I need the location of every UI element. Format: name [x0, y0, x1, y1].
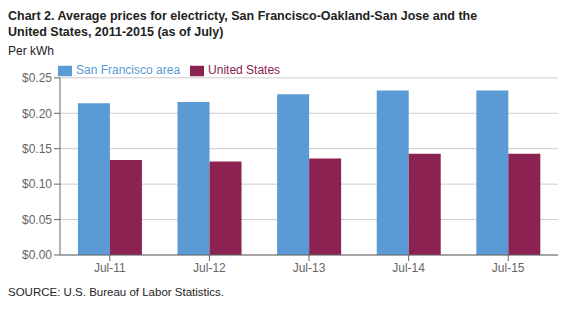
- html-text:United States, 2011-2015 (as o: United States, 2011-2015 (as of July): [8, 25, 224, 39]
- svg-text:Jul-13: Jul-13: [293, 261, 326, 275]
- html-text:United States: United States: [208, 63, 281, 77]
- svg-text:$0.00: $0.00: [22, 248, 52, 262]
- svg-text:$0.05: $0.05: [22, 213, 52, 227]
- svg-text:Jul-11: Jul-11: [94, 261, 126, 275]
- html-text:Per kWh: Per kWh: [8, 44, 54, 58]
- svg-text:$0.25: $0.25: [22, 71, 52, 85]
- html-text:Chart 2. Average prices for el: Chart 2. Average prices for electricty, …: [8, 9, 478, 23]
- svg-text:$0.20: $0.20: [22, 107, 52, 121]
- svg-text:Jul-12: Jul-12: [193, 261, 226, 275]
- html-text:SOURCE: U.S. Bureau of Labor S: SOURCE: U.S. Bureau of Labor Statistics.: [8, 286, 224, 298]
- svg-text:$0.15: $0.15: [22, 142, 52, 156]
- svg-text:Jul-15: Jul-15: [492, 261, 525, 275]
- svg-text:Jul-14: Jul-14: [392, 261, 425, 275]
- html-text:San Francisco area: San Francisco area: [76, 63, 181, 77]
- svg-text:$0.10: $0.10: [22, 177, 52, 191]
